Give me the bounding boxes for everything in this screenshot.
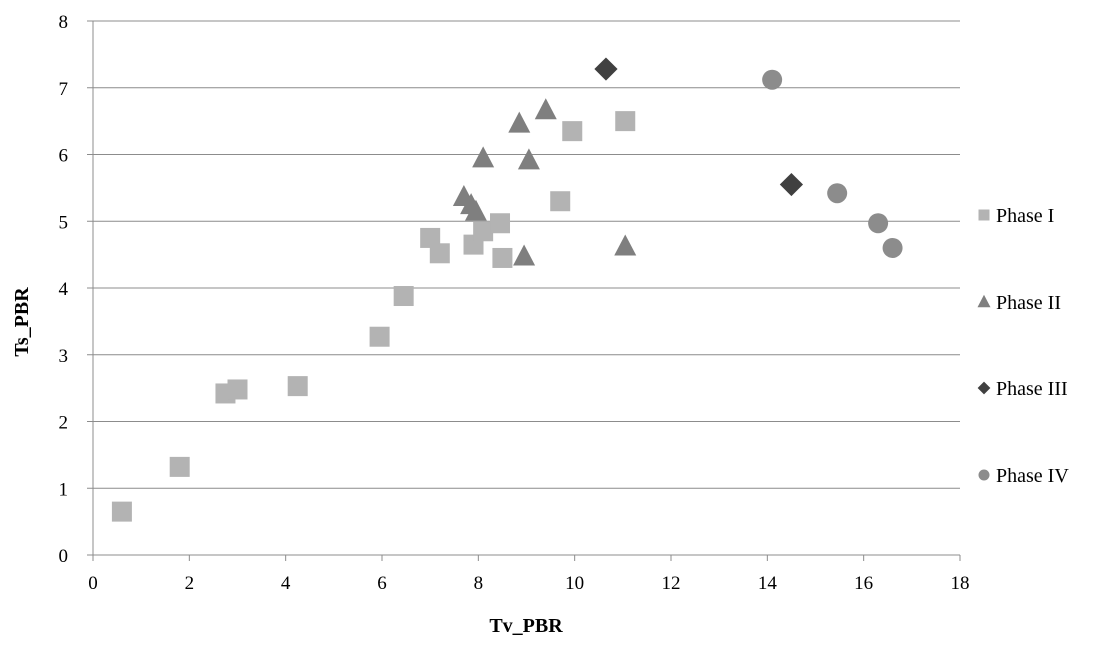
phase-i-point (169, 456, 190, 477)
phase-i-point (492, 247, 513, 268)
y-tick-label: 7 (59, 79, 69, 100)
phase-i-point (615, 111, 636, 132)
y-axis-title: Ts_PBR (11, 287, 33, 357)
y-tick-label: 2 (59, 413, 69, 434)
x-tick-label: 6 (377, 573, 387, 594)
phase-ii-point (508, 111, 531, 133)
x-tick-label: 10 (565, 573, 584, 594)
x-tick-label: 4 (281, 573, 291, 594)
phase-iv-point (762, 69, 783, 90)
legend-label-phase-ii: Phase II (996, 292, 1061, 314)
x-tick-label: 18 (951, 573, 970, 594)
phase-ii-point (517, 148, 540, 170)
axes (87, 20, 961, 561)
y-tick-label: 4 (59, 279, 69, 300)
phase-iii-point (779, 172, 804, 197)
x-tick-label: 2 (185, 573, 195, 594)
y-tick-label: 5 (59, 212, 69, 233)
phase-i-point (369, 326, 390, 347)
phase-i-point (420, 227, 441, 248)
phase-i-point (550, 191, 571, 212)
y-tick-label: 0 (59, 546, 69, 567)
phase-iv-point (882, 237, 903, 258)
y-tick-label: 8 (59, 12, 69, 33)
x-tick-label: 14 (758, 573, 778, 594)
phase-iii-point (594, 57, 618, 81)
x-tick-label: 16 (854, 573, 873, 594)
phase-i-point (227, 379, 248, 400)
phase-i-point (562, 121, 583, 142)
phase-i-point (393, 286, 414, 307)
phase-ii-point (472, 146, 495, 168)
x-tick-label: 8 (474, 573, 484, 594)
x-axis-title: Tv_PBR (489, 615, 563, 637)
phase-iv-point (827, 183, 848, 204)
x-tick-label: 0 (88, 573, 98, 594)
legend-marker-phase-iv (978, 469, 990, 481)
phase-ii-point (464, 199, 487, 221)
phase-i-point (111, 501, 132, 522)
phase-ii-point (614, 234, 637, 256)
phase-i-point (490, 213, 511, 234)
x-tick-label: 12 (662, 573, 681, 594)
y-tick-label: 6 (59, 146, 69, 167)
phase-ii-point (534, 98, 557, 120)
legend-marker-phase-i (978, 209, 990, 221)
legend-label-phase-iii: Phase III (996, 378, 1068, 400)
phase-iv-point (868, 213, 889, 234)
y-tick-label: 3 (59, 346, 69, 367)
legend-label-phase-iv: Phase IV (996, 465, 1069, 487)
legend-marker-phase-ii (977, 294, 991, 308)
phase-i-point (287, 376, 308, 397)
phase-ii-point (513, 244, 536, 266)
phase-i-point (473, 221, 494, 242)
legend-marker-phase-iii (977, 381, 991, 395)
phase-i-point (429, 243, 450, 264)
data-points (111, 57, 903, 522)
legend: Phase I Phase II Phase III Phase IV (977, 205, 1069, 487)
legend-label-phase-i: Phase I (996, 205, 1054, 227)
y-tick-label: 1 (59, 479, 69, 500)
